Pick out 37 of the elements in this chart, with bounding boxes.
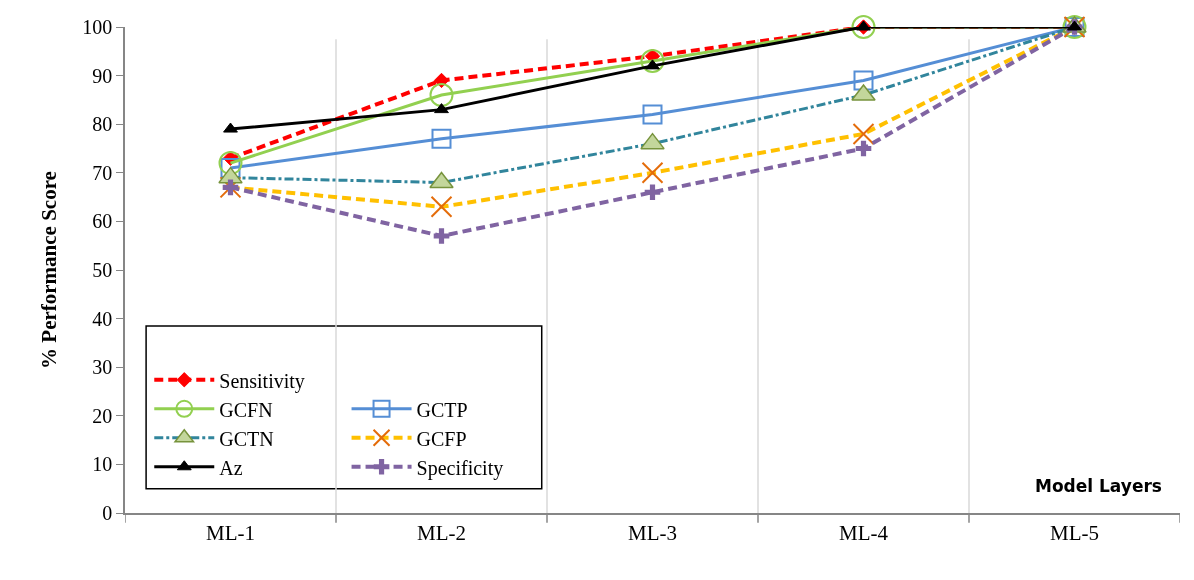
point [220,157,241,178]
y-tick-label: 60 [92,210,113,233]
x-tick-label: ML-3 [628,520,677,545]
y-tick-label: 100 [82,16,113,38]
x-tick-label: ML-4 [839,520,889,545]
point [431,128,452,149]
y-tick-label: 70 [92,161,113,184]
legend-label: Sensitivity [219,369,305,393]
point [434,103,449,114]
point [853,70,874,91]
point [218,151,243,176]
y-tick-label: 10 [92,453,113,476]
x-tick-label: ML-2 [417,520,466,545]
x-tick-label: ML-1 [206,520,255,545]
y-tick-label: 40 [92,307,113,330]
y-tick-label: 30 [92,356,113,379]
y-tick-label: 80 [92,113,113,136]
y-tick-label: 0 [102,502,113,524]
legend-label: GCFP [416,427,467,450]
legend-label: GCTP [416,398,468,421]
legend-label: GCFN [219,398,273,421]
point [644,184,661,201]
x-tick-label: ML-5 [1050,520,1099,545]
y-axis-title: % Performance Score [36,171,61,369]
point [640,49,665,74]
y-tick-label: 50 [92,259,113,281]
y-tick-label: 90 [92,64,113,87]
legend-label: Az [219,456,243,479]
legend-label: Specificity [416,456,504,480]
point [855,140,872,157]
point [429,83,454,108]
point [223,122,238,133]
point [642,104,663,125]
annotation: Model Layers [1035,476,1162,496]
y-tick-label: 20 [92,404,113,427]
legend-label: GCTN [219,427,274,450]
point [433,228,450,244]
